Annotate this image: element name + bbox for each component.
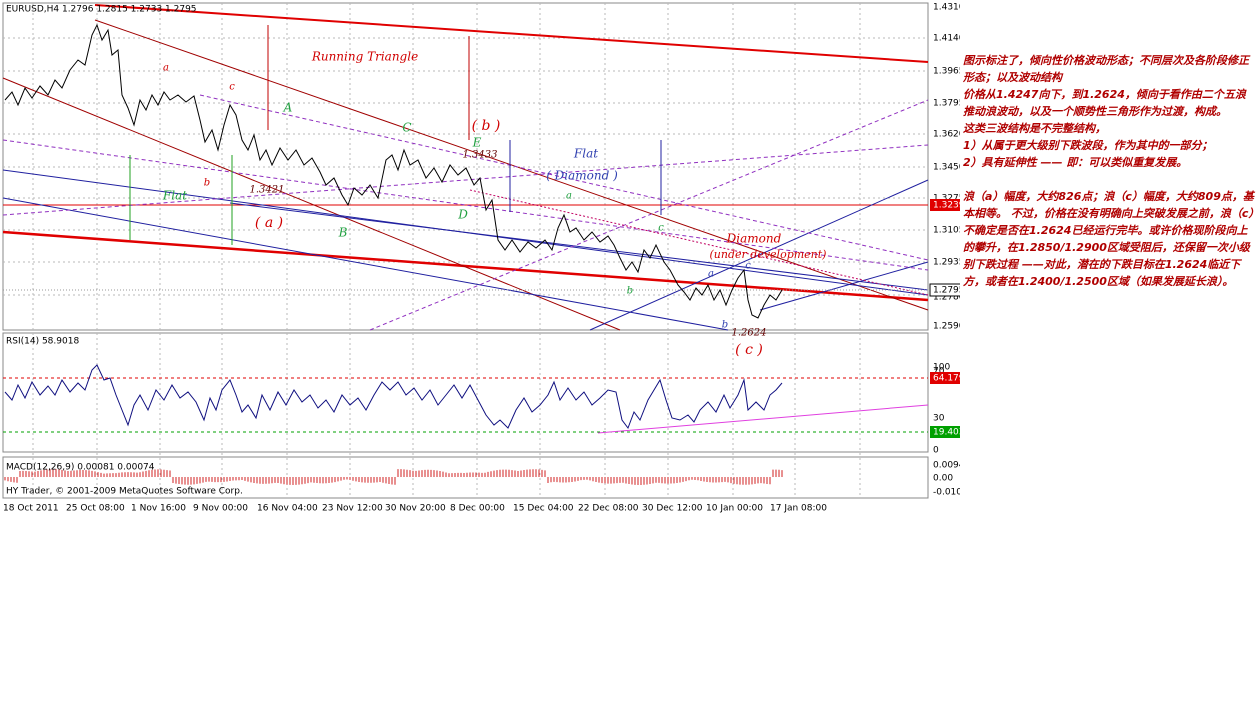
trend-lines xyxy=(2,4,929,331)
price-trace xyxy=(4,23,783,319)
annotation: (under development) xyxy=(710,248,827,261)
annotation: B xyxy=(338,226,348,240)
annotation: Running Triangle xyxy=(311,50,418,64)
annotation: 1.3421 xyxy=(250,185,285,196)
macd-tick: 0.00947 xyxy=(933,461,960,471)
commentary-line: 浪（a）幅度，大约826点；浪（c）幅度，大约809点，基本相等。 不过，价格在… xyxy=(963,190,1254,288)
grid xyxy=(3,3,928,498)
rsi-current: 64.1791 xyxy=(933,374,960,384)
rsi-tick-label: 100 xyxy=(933,363,950,373)
commentary-line: 价格从1.4247向下，到1.2624，倾向于看作由二个五浪推动浪波动，以及一个… xyxy=(963,88,1246,118)
annotation: a xyxy=(163,63,169,74)
commentary-line: 2）具有延伸性 —— 即：可以类似重复发展。 xyxy=(963,156,1188,169)
time-tick-label: 30 Nov 20:00 xyxy=(385,504,446,514)
time-tick-label: 1 Nov 16:00 xyxy=(131,504,186,514)
macd-tick: -0.01091 xyxy=(933,488,960,498)
symbol-info: EURUSD,H4 1.2796 1.2815 1.2733 1.2795 xyxy=(6,5,197,15)
annotation: 1.2624 xyxy=(732,328,767,339)
time-tick-label: 18 Oct 2011 xyxy=(3,504,59,514)
rsi-tick-label: 0 xyxy=(933,446,939,456)
rsi-current-box xyxy=(930,372,960,384)
annotation: a xyxy=(566,191,572,202)
annotation: ( Diamond ) xyxy=(546,169,618,183)
annotation: Flat xyxy=(162,189,187,203)
price-tick-label: 1.3105 xyxy=(933,226,960,236)
annotation: Diamond xyxy=(726,232,782,246)
annotation: E xyxy=(472,136,482,150)
annotation: A xyxy=(283,101,293,115)
price-tick-label: 1.2780 xyxy=(933,293,960,303)
rsi-label: RSI(14) 58.9018 xyxy=(6,337,79,347)
rsi-trendline xyxy=(597,404,929,434)
time-tick-label: 8 Dec 00:00 xyxy=(450,504,505,514)
time-tick-label: 30 Dec 12:00 xyxy=(642,504,703,514)
annotation: c xyxy=(658,223,664,234)
price-tick-label: 1.3965 xyxy=(933,67,960,77)
commentary-line: 这类三波结构是不完整结构， xyxy=(963,122,1106,135)
chart-window: Running Triangle a c b A C E D B ( b ) 1.3433 1.342… xyxy=(2,2,960,514)
annotation: D xyxy=(457,208,468,222)
macd-tick: 0.00 xyxy=(933,474,953,484)
rsi-low: 19.4030 xyxy=(933,428,960,438)
time-tick-label: 23 Nov 12:00 xyxy=(322,504,383,514)
price-tick-label: 1.3450 xyxy=(933,163,960,173)
annotation: ( b ) xyxy=(472,118,501,134)
rsi-trace xyxy=(4,364,783,430)
annotation: C xyxy=(402,121,411,135)
annotation: 1.3433 xyxy=(463,150,498,161)
price-axis: 1.4310 1.4140 1.3965 1.3795 1.3620 1.3450 1.32… xyxy=(933,3,960,332)
annotation: b xyxy=(722,320,728,331)
time-tick-label: 25 Oct 08:00 xyxy=(66,504,125,514)
price-tick-label: 1.4140 xyxy=(933,34,960,44)
annotation: c xyxy=(229,82,235,93)
time-tick-label: 16 Nov 04:00 xyxy=(257,504,318,514)
price-tick-label: 1.3620 xyxy=(933,130,960,140)
price-tick-label: 1.3275 xyxy=(933,194,960,204)
time-tick-label: 22 Dec 08:00 xyxy=(578,504,639,514)
rsi-tick-label: 30 xyxy=(933,414,945,424)
commentary: 图示标注了，倾向性价格波动形态；不同层次及各阶段修正形态；以及波动结构 价格从1.… xyxy=(963,52,1255,290)
annotation: a xyxy=(708,269,714,280)
time-tick-label: 10 Jan 00:00 xyxy=(706,504,763,514)
copyright: HY Trader, © 2001-2009 MetaQuotes Softwa… xyxy=(6,487,243,497)
rsi-tick-label: 70 xyxy=(933,367,945,377)
rsi-low-box xyxy=(930,426,960,438)
annotation: Flat xyxy=(573,147,598,161)
commentary-line: 1）从属于更大级别下跌波段，作为其中的一部分； xyxy=(963,139,1213,152)
annotation: b xyxy=(204,178,210,189)
price-tick-label: 1.2590 xyxy=(933,322,960,332)
annotation: c xyxy=(745,261,751,272)
time-axis: 18 Oct 2011 25 Oct 08:00 1 Nov 16:00 9 Nov … xyxy=(3,504,827,514)
current-price-box xyxy=(929,283,960,297)
time-tick-label: 9 Nov 00:00 xyxy=(193,504,248,514)
annotation: ( a ) xyxy=(255,215,283,231)
annotation: b xyxy=(627,286,633,297)
price-tick-label: 1.3795 xyxy=(933,99,960,109)
level-box xyxy=(930,199,960,211)
price-tick-label: 1.2935 xyxy=(933,258,960,268)
level-label: 1.3239 xyxy=(933,201,960,211)
annotations: Running Triangle a c b A C E D B ( b ) 1.3433 1.342… xyxy=(162,50,827,359)
macd-histogram xyxy=(4,469,783,485)
commentary-line: 图示标注了，倾向性价格波动形态；不同层次及各阶段修正形态；以及波动结构 xyxy=(963,54,1249,84)
time-tick-label: 17 Jan 08:00 xyxy=(770,504,827,514)
time-tick-label: 15 Dec 04:00 xyxy=(513,504,574,514)
current-price: 1.2795 xyxy=(933,286,960,296)
macd-panel xyxy=(2,456,929,499)
macd-label: MACD(12,26,9) 0.00081 0.00074 xyxy=(6,463,155,473)
annotation: ( c ) xyxy=(735,342,763,358)
price-tick-label: 1.4310 xyxy=(933,3,960,13)
